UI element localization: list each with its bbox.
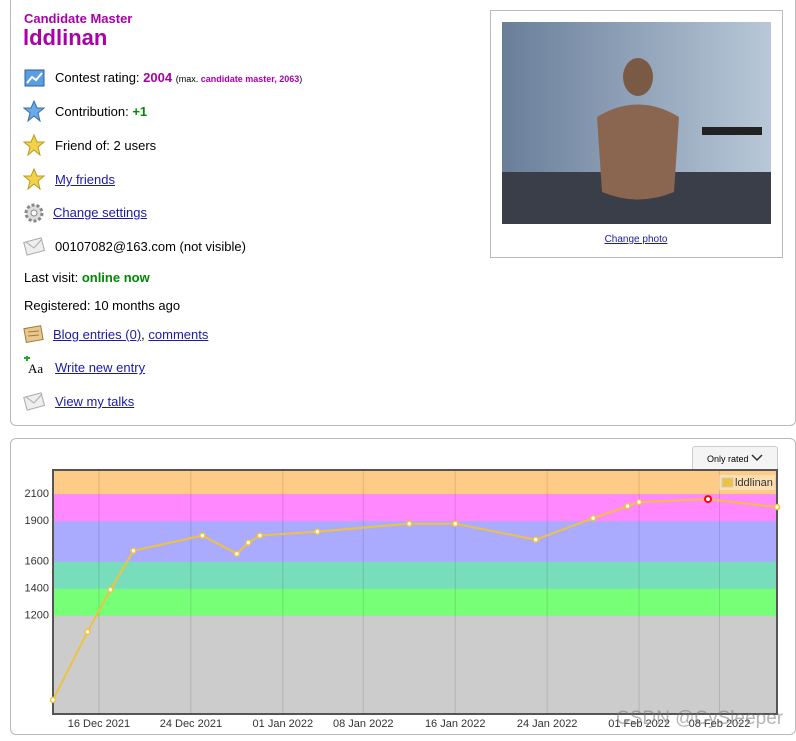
y-tick-label: 2100 [25, 488, 49, 500]
rating-band [53, 561, 777, 589]
rating-point [233, 550, 241, 557]
comma: , [141, 327, 145, 342]
rating-point [199, 532, 206, 539]
max-prefix: (max. [175, 74, 199, 84]
blog-entries-link[interactable]: Blog entries (0) [53, 327, 142, 342]
watermark: CSDN @CySleeper [616, 708, 784, 729]
rating-point [704, 495, 713, 504]
blog-icon [23, 325, 44, 344]
y-tick-label: 1600 [25, 556, 49, 568]
y-tick-label: 1200 [25, 610, 49, 622]
email-icon [23, 237, 45, 256]
filter-label: Only rated [706, 454, 749, 464]
rating-band [53, 588, 777, 616]
write-entry-link[interactable]: Write new entry [55, 360, 146, 375]
rating-point [107, 586, 114, 593]
dropdown-arrow [751, 454, 763, 462]
last-visit: Last visit: online now [24, 270, 150, 285]
x-tick-label: 16 Jan 2022 [425, 718, 486, 730]
rating-icon [24, 69, 45, 87]
y-tick-label: 1900 [25, 515, 49, 527]
x-tick-label: 01 Jan 2022 [253, 718, 314, 730]
blog-line: Blog entries (0), comments [53, 327, 208, 342]
svg-text:Aa: Aa [28, 361, 43, 376]
user-photo[interactable] [502, 22, 771, 224]
rating-label: Contest rating: [55, 70, 140, 85]
rating-point [84, 628, 91, 636]
contribution-icon [23, 100, 45, 122]
filter-button[interactable]: Only rated [692, 446, 778, 472]
rating-point [314, 528, 321, 535]
contribution-label: Contribution: [55, 104, 129, 119]
rating-point [532, 536, 539, 543]
my-friends-link[interactable]: My friends [55, 172, 115, 187]
max-suffix: ) [299, 74, 303, 84]
x-tick-label: 01 Feb 2022 [608, 718, 670, 730]
plot-border [52, 469, 778, 715]
x-tick-label: 24 Jan 2022 [517, 718, 578, 730]
x-tick-label: 24 Dec 2021 [160, 718, 222, 730]
rating-point [406, 520, 413, 527]
y-tick-label: 1400 [25, 583, 49, 595]
rating-point [256, 532, 264, 539]
rating-point [451, 520, 459, 527]
rating-band [53, 470, 777, 495]
friends-icon [23, 168, 45, 190]
legend-swatch [721, 477, 734, 488]
friend-icon [23, 134, 45, 156]
rating-line: Contest rating: 2004 (max. candidate mas… [55, 70, 302, 85]
rating-point [624, 502, 631, 510]
rating-point [589, 514, 597, 522]
last-visit-label: Last visit: [24, 270, 79, 285]
registered: Registered: 10 months ago [24, 298, 181, 313]
rating-point [245, 539, 252, 546]
rank: Candidate Master [24, 11, 133, 26]
legend-label: lddlinan [735, 477, 773, 489]
contribution: +1 [132, 104, 148, 119]
rating-point [130, 547, 137, 554]
rating-band [53, 494, 777, 522]
change-settings-link[interactable]: Change settings [53, 205, 147, 220]
handle: lddlinan [23, 25, 108, 50]
rating-point [773, 503, 781, 511]
x-tick-label: 16 Dec 2021 [68, 718, 130, 730]
max-rating: (max. candidate master, 2063) [176, 74, 303, 84]
last-visit-value: online now [81, 270, 150, 285]
photo-frame [490, 10, 783, 258]
contribution-line: Contribution: +1 [55, 104, 147, 119]
email: 00107082@163.com (not visible) [55, 239, 246, 254]
write-icon: Aa [24, 356, 43, 376]
friend-of: Friend of: 2 users [55, 138, 157, 153]
comments-link[interactable]: comments [148, 327, 209, 342]
rating: 2004 [143, 70, 173, 85]
x-tick-label: 08 Feb 2022 [689, 718, 751, 730]
rating-band [53, 521, 777, 562]
change-photo-link[interactable]: Change photo [604, 234, 668, 245]
talks-link[interactable]: View my talks [55, 394, 135, 409]
rating-point [635, 498, 643, 506]
settings-icon [24, 203, 44, 223]
max-rank-rating: candidate master, 2063 [200, 74, 300, 84]
rating-point [49, 696, 57, 704]
x-tick-label: 08 Jan 2022 [333, 718, 394, 730]
talks-icon [23, 392, 45, 411]
